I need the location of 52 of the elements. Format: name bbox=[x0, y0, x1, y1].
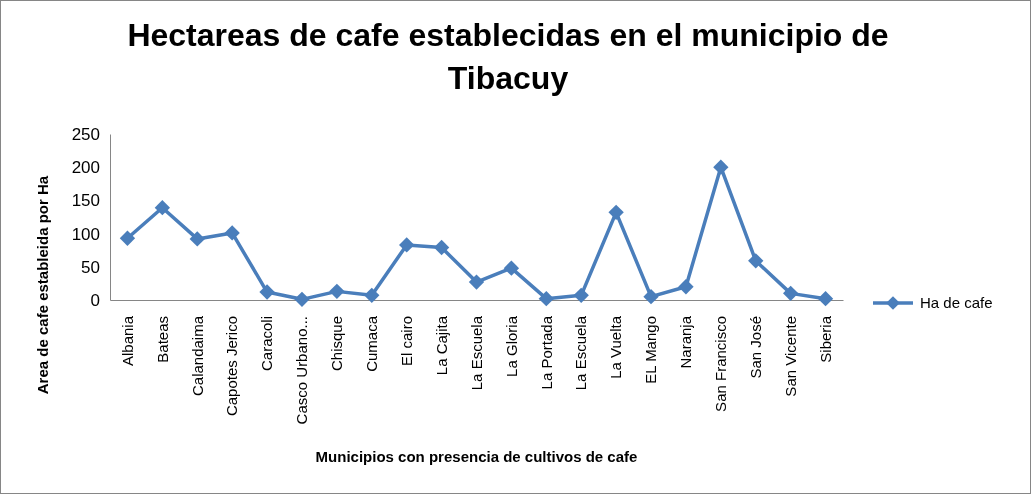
x-tick-label: San Vicente bbox=[781, 316, 799, 397]
x-tick-label: San José bbox=[746, 316, 764, 379]
point bbox=[433, 239, 450, 256]
y-tick-label: 150 bbox=[71, 191, 100, 211]
x-tick-label: Albania bbox=[118, 315, 136, 367]
x-tick-label: Cumaca bbox=[363, 315, 381, 372]
x-tick-label: Capotes Jerico bbox=[223, 316, 241, 417]
point bbox=[364, 287, 380, 304]
point bbox=[748, 253, 764, 269]
x-tick-label: La Escuela bbox=[467, 315, 485, 391]
y-tick-label: 50 bbox=[81, 257, 100, 277]
point bbox=[224, 225, 240, 241]
x-tick-label: La Cajita bbox=[432, 315, 450, 376]
point bbox=[817, 291, 834, 307]
x-tick-label: Caracoli bbox=[258, 316, 276, 372]
point bbox=[399, 237, 415, 253]
point bbox=[189, 231, 205, 247]
x-tick-label: Chisque bbox=[328, 316, 346, 372]
legend-label: Ha de cafe bbox=[920, 294, 993, 312]
y-axis-title: Area de cafe estableida por Ha bbox=[34, 175, 51, 395]
y-tick-label: 0 bbox=[90, 290, 100, 310]
point bbox=[713, 159, 729, 175]
point bbox=[678, 279, 694, 295]
point bbox=[608, 204, 624, 221]
point bbox=[329, 283, 345, 300]
x-tick-label: Siberia bbox=[816, 315, 834, 363]
chart-title: Hectareas de cafe establecidas en el municipio de Tibacuy bbox=[127, 17, 889, 96]
point bbox=[468, 274, 485, 290]
point bbox=[643, 289, 659, 305]
x-axis-title: Municipios con presencia de cultivos de cafe bbox=[315, 448, 638, 465]
x-tick-label: La Vuelta bbox=[607, 315, 625, 379]
y-tick-label: 200 bbox=[71, 158, 100, 178]
x-tick-label: Bateas bbox=[153, 316, 171, 363]
x-tick-label: Calandaima bbox=[188, 315, 206, 397]
point bbox=[503, 260, 520, 276]
x-tick-label: EL Mango bbox=[642, 316, 660, 384]
point bbox=[294, 291, 310, 308]
x-tick-label: San Francisco bbox=[712, 316, 730, 412]
point bbox=[259, 284, 275, 300]
x-tick-label: La Portada bbox=[537, 315, 555, 390]
point bbox=[782, 285, 799, 302]
point bbox=[573, 287, 589, 304]
y-tick-label: 100 bbox=[71, 224, 100, 244]
x-tick-label: La Escuela bbox=[572, 315, 590, 391]
y-tick-label: 250 bbox=[71, 124, 100, 144]
x-tick-label: La Gloria bbox=[502, 315, 520, 377]
x-tick-label: El cairo bbox=[397, 316, 415, 367]
x-tick-label: Naranja bbox=[677, 315, 695, 369]
x-tick-label: Casco Urbano... bbox=[293, 316, 311, 425]
point bbox=[154, 200, 171, 216]
point bbox=[119, 230, 136, 246]
point bbox=[538, 291, 554, 307]
